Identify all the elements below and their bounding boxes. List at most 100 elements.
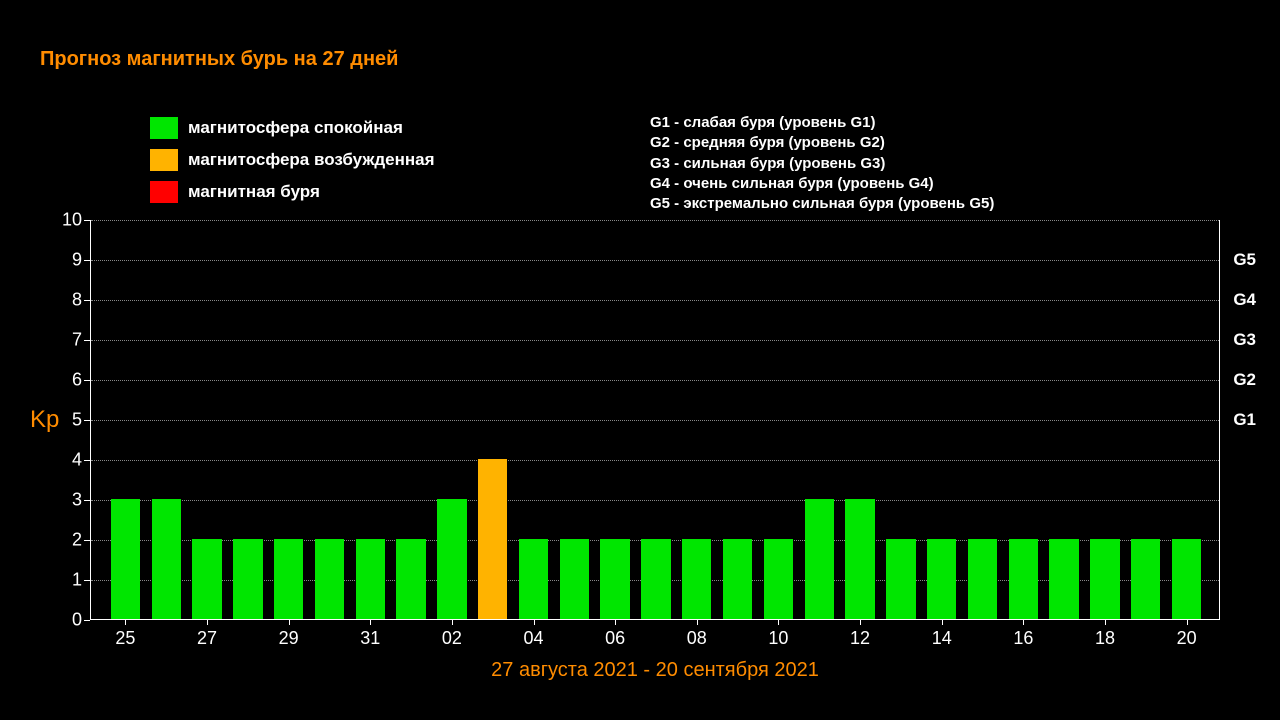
legend-right-line: G2 - средняя буря (уровень G2) (650, 133, 994, 153)
grid-line (91, 340, 1219, 341)
x-tick-label: 12 (850, 628, 870, 649)
bar (968, 539, 997, 619)
x-tick-mark (289, 619, 290, 625)
bar (478, 459, 507, 619)
y-tick-mark (84, 340, 90, 341)
bar (927, 539, 956, 619)
legend-item: магнитосфера спокойная (150, 115, 435, 141)
y-tick-label: 8 (52, 290, 82, 311)
grid-line (91, 260, 1219, 261)
y-tick-mark (84, 260, 90, 261)
bar (111, 499, 140, 619)
x-tick-mark (615, 619, 616, 625)
bar (315, 539, 344, 619)
right-axis-label: G5 (1233, 250, 1256, 270)
legend-right-line: G5 - экстремально сильная буря (уровень … (650, 194, 994, 214)
y-tick-label: 6 (52, 370, 82, 391)
legend-swatch (150, 149, 178, 171)
x-tick-mark (778, 619, 779, 625)
y-tick-mark (84, 380, 90, 381)
bar (356, 539, 385, 619)
bar (845, 499, 874, 619)
right-axis-label: G3 (1233, 330, 1256, 350)
x-tick-mark (452, 619, 453, 625)
y-tick-label: 2 (52, 530, 82, 551)
chart-container: Kp 2527293102040608101214161820 27 авгус… (90, 220, 1220, 620)
bar (1172, 539, 1201, 619)
x-tick-label: 10 (768, 628, 788, 649)
x-tick-label: 31 (360, 628, 380, 649)
bar (641, 539, 670, 619)
plot-area: 2527293102040608101214161820 (90, 220, 1220, 620)
x-tick-label: 20 (1177, 628, 1197, 649)
y-tick-mark (84, 580, 90, 581)
legend-swatch (150, 117, 178, 139)
y-tick-label: 0 (52, 610, 82, 631)
bar (805, 499, 834, 619)
x-tick-mark (1187, 619, 1188, 625)
x-tick-mark (370, 619, 371, 625)
x-tick-label: 04 (524, 628, 544, 649)
x-tick-mark (860, 619, 861, 625)
x-tick-label: 29 (279, 628, 299, 649)
legend-swatch (150, 181, 178, 203)
legend-left: магнитосфера спокойная магнитосфера возбу… (150, 115, 435, 211)
x-tick-label: 25 (115, 628, 135, 649)
legend-right-line: G1 - слабая буря (уровень G1) (650, 113, 994, 133)
bar (437, 499, 466, 619)
right-axis-label: G4 (1233, 290, 1256, 310)
x-tick-mark (207, 619, 208, 625)
y-tick-label: 9 (52, 250, 82, 271)
bar (274, 539, 303, 619)
bar (1131, 539, 1160, 619)
bar (1009, 539, 1038, 619)
bar (192, 539, 221, 619)
x-tick-label: 18 (1095, 628, 1115, 649)
y-tick-label: 1 (52, 570, 82, 591)
legend-right: G1 - слабая буря (уровень G1)G2 - средня… (650, 113, 994, 214)
x-tick-mark (1105, 619, 1106, 625)
y-tick-label: 3 (52, 490, 82, 511)
bar (1049, 539, 1078, 619)
x-tick-label: 06 (605, 628, 625, 649)
right-axis-label: G2 (1233, 370, 1256, 390)
x-axis-subtitle: 27 августа 2021 - 20 сентября 2021 (491, 659, 819, 682)
grid-line (91, 300, 1219, 301)
y-tick-label: 4 (52, 450, 82, 471)
bar (723, 539, 752, 619)
x-tick-mark (125, 619, 126, 625)
bar (764, 539, 793, 619)
bar (600, 539, 629, 619)
bar (152, 499, 181, 619)
y-tick-mark (84, 420, 90, 421)
y-tick-label: 5 (52, 410, 82, 431)
y-tick-mark (84, 540, 90, 541)
bar (233, 539, 262, 619)
x-tick-label: 27 (197, 628, 217, 649)
bar (1090, 539, 1119, 619)
legend-label: магнитная буря (188, 182, 320, 202)
bar (519, 539, 548, 619)
legend-item: магнитная буря (150, 179, 435, 205)
x-tick-mark (1023, 619, 1024, 625)
x-tick-mark (534, 619, 535, 625)
legend-right-line: G3 - сильная буря (уровень G3) (650, 154, 994, 174)
x-tick-mark (942, 619, 943, 625)
y-tick-mark (84, 500, 90, 501)
y-tick-mark (84, 460, 90, 461)
right-axis-label: G1 (1233, 410, 1256, 430)
y-tick-mark (84, 220, 90, 221)
legend-item: магнитосфера возбужденная (150, 147, 435, 173)
y-tick-label: 10 (52, 210, 82, 231)
legend-label: магнитосфера спокойная (188, 118, 403, 138)
legend-label: магнитосфера возбужденная (188, 150, 435, 170)
y-tick-label: 7 (52, 330, 82, 351)
legend-right-line: G4 - очень сильная буря (уровень G4) (650, 174, 994, 194)
grid-line (91, 420, 1219, 421)
bar (682, 539, 711, 619)
bar (886, 539, 915, 619)
x-tick-label: 16 (1013, 628, 1033, 649)
grid-line (91, 500, 1219, 501)
x-tick-label: 02 (442, 628, 462, 649)
chart-title: Прогноз магнитных бурь на 27 дней (40, 48, 398, 71)
